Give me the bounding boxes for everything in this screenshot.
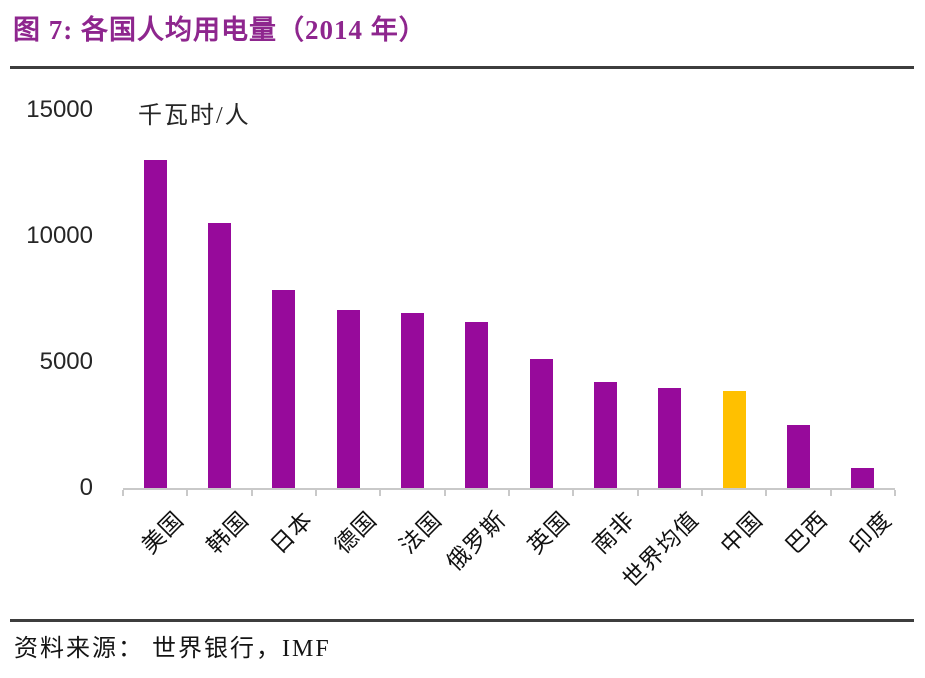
axis-tick — [829, 490, 832, 496]
bar-德国 — [336, 310, 360, 488]
axis-tick — [443, 490, 446, 496]
axis-tick — [315, 490, 317, 496]
axis-tick — [765, 490, 768, 496]
bottom-divider — [10, 619, 914, 622]
bar-法国 — [400, 312, 424, 488]
bar-slot — [766, 110, 830, 488]
bar-slot — [509, 110, 573, 488]
bar-slot — [316, 110, 380, 488]
bar-英国 — [529, 359, 553, 488]
y-tick-label: 0 — [79, 474, 93, 501]
figure-title: 图 7: 各国人均用电量（2014 年） — [13, 15, 427, 45]
axis-tick — [250, 490, 253, 496]
axis-tick — [186, 490, 189, 496]
y-tick-label: 10000 — [26, 222, 93, 249]
axis-tick — [122, 490, 124, 496]
bar-slot — [380, 110, 444, 488]
y-axis-labels: 0 5000 10000 15000 — [0, 98, 93, 500]
bar-slot — [702, 110, 766, 488]
x-category-label: 日本 — [265, 506, 318, 559]
x-category-label: 德国 — [330, 506, 382, 559]
bar-俄罗斯 — [465, 321, 489, 488]
x-category-label: 俄罗斯 — [441, 506, 511, 576]
x-axis-labels: 美国 韩国 日本 德国 法国 俄罗斯 英国 南非 世界均值 中国 巴西 印度 — [123, 498, 897, 613]
bar-slot — [445, 110, 509, 488]
plot-area — [122, 110, 896, 496]
x-category-label: 美国 — [137, 506, 189, 559]
y-axis-unit-label: 千瓦时/人 — [138, 103, 251, 129]
y-tick-label: 15000 — [26, 96, 93, 123]
bar-南非 — [593, 382, 617, 488]
axis-tick — [636, 490, 639, 496]
bar-slot — [252, 110, 316, 488]
bar-韩国 — [207, 223, 231, 488]
bar-中国 — [722, 390, 746, 488]
bar-巴西 — [786, 425, 810, 488]
bar-slot — [573, 110, 637, 488]
bar-日本 — [272, 290, 296, 488]
bar-slot — [123, 110, 187, 488]
source-note: 资料来源： 世界银行，IMF — [14, 636, 331, 662]
axis-tick — [379, 490, 382, 496]
x-category-label: 英国 — [523, 506, 575, 559]
bar-世界均值 — [658, 388, 682, 488]
x-category-label: 中国 — [716, 506, 768, 559]
bar-slot — [187, 110, 251, 488]
x-category-label: 巴西 — [780, 506, 833, 559]
axis-tick — [572, 490, 575, 496]
x-category-label: 印度 — [844, 506, 897, 559]
bar-slot — [638, 110, 702, 488]
axis-tick — [508, 490, 510, 496]
bar-slot — [831, 110, 895, 488]
bar-美国 — [143, 160, 167, 488]
x-category-label: 韩国 — [201, 506, 254, 559]
axis-tick — [894, 490, 896, 496]
axis-tick — [701, 490, 703, 496]
top-divider — [10, 66, 914, 69]
y-tick-label: 5000 — [39, 348, 93, 375]
bar-印度 — [851, 467, 875, 488]
